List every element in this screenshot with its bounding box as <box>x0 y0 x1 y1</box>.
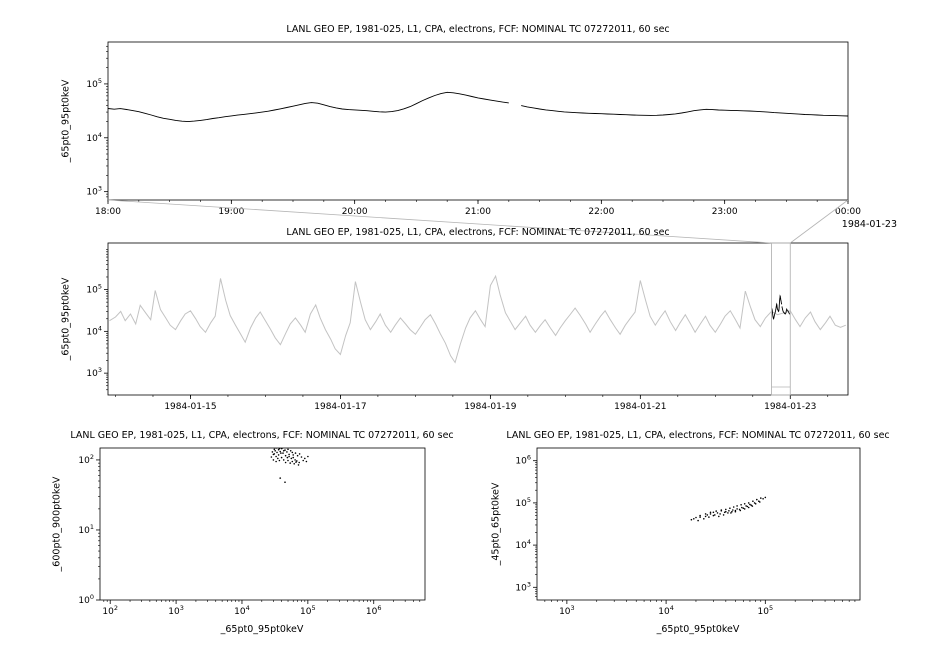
correlation-points-45-65 <box>690 496 767 522</box>
x-tick-label: 104 <box>234 604 250 617</box>
y-tick-label: 101 <box>78 523 94 536</box>
scatter-left-title: LANL GEO EP, 1981-025, L1, CPA, electron… <box>70 430 454 441</box>
selected-interval-series <box>771 294 791 320</box>
x-tick-label: 1984-01-17 <box>314 402 366 412</box>
timeseries-overview-title: LANL GEO EP, 1981-025, L1, CPA, electron… <box>286 227 670 238</box>
y-tick-label: 103 <box>86 366 102 379</box>
x-axis: 1984-01-15 1984-01-17 1984-01-19 1984-01-21… <box>115 395 829 412</box>
x-tick-label: 104 <box>658 604 674 617</box>
y-tick-label: 104 <box>86 324 102 337</box>
x-tick-label: 106 <box>366 604 382 617</box>
scatter-right-xlabel: _65pt0_95pt0keV <box>656 624 740 635</box>
y-tick-label: 100 <box>78 593 94 606</box>
scatter-600-900-vs-65-95-panel: 100 101 102 102 103 104 105 106 <box>78 447 426 617</box>
x-tick-label: 105 <box>300 604 316 617</box>
overview-flux <box>109 274 846 364</box>
x-tick-label: 23:00 <box>712 207 738 217</box>
x-tick-label: 21:00 <box>465 207 491 217</box>
x-tick-label: 20:00 <box>342 207 368 217</box>
connector-line-left <box>107 199 772 244</box>
timeseries-overview-plot-frame[interactable] <box>107 242 849 396</box>
y-axis: 100 101 102 <box>78 453 100 606</box>
timeseries-detail-panel: 103 104 105 18:00 19:00 20:00 21:00 22:00 23:00 0… <box>86 41 861 217</box>
correlation-points-600-900 <box>270 448 309 484</box>
y-tick-label: 105 <box>86 283 102 296</box>
x-tick-label: 1984-01-23 <box>764 402 816 412</box>
end-date-label: 1984-01-23 <box>841 219 897 230</box>
timeseries-overview-ylabel: _65pt0_95pt0keV <box>60 277 72 361</box>
x-tick-label: 105 <box>758 604 774 617</box>
scatter-45-65-vs-65-95-panel: 103 104 105 106 103 104 105 <box>515 447 861 617</box>
y-tick-label: 104 <box>515 538 531 551</box>
scatter-left-ylabel: _600pt0_900pt0keV <box>51 476 63 572</box>
overview-link <box>107 199 849 396</box>
electron-flux-65-95keV <box>108 91 848 123</box>
y-axis: 103 104 105 <box>86 45 108 198</box>
y-tick-label: 105 <box>515 496 531 509</box>
y-tick-label: 106 <box>515 454 531 467</box>
x-tick-label: 1984-01-21 <box>614 402 666 412</box>
scatter-600-900-vs-65-95-plot-frame[interactable] <box>99 447 426 601</box>
x-tick-label: 102 <box>102 604 118 617</box>
y-tick-label: 105 <box>86 77 102 90</box>
timeseries-detail-ylabel: _65pt0_95pt0keV <box>60 79 72 163</box>
x-tick-label: 00:00 <box>835 207 861 217</box>
y-tick-label: 102 <box>78 453 94 466</box>
x-tick-label: 22:00 <box>588 207 614 217</box>
scatter-right-ylabel: _45pt0_65pt0keV <box>490 482 502 566</box>
scatter-left-xlabel: _65pt0_95pt0keV <box>220 624 304 635</box>
x-axis: 102 103 104 105 106 <box>102 600 421 617</box>
x-axis: 103 104 105 <box>544 600 856 617</box>
connector-line-right <box>790 199 849 244</box>
scatter-45-65-vs-65-95-plot-frame[interactable] <box>536 447 861 601</box>
selection-box[interactable] <box>771 242 791 396</box>
y-axis: 103 104 105 106 <box>515 454 537 597</box>
x-tick-label: 1984-01-15 <box>164 402 216 412</box>
x-tick-label: 18:00 <box>95 207 121 217</box>
y-tick-label: 103 <box>515 580 531 593</box>
y-axis: 103 104 105 <box>86 249 108 391</box>
x-axis: 18:00 19:00 20:00 21:00 22:00 23:00 00:00 <box>95 200 861 217</box>
x-tick-label: 103 <box>559 604 575 617</box>
x-tick-label: 103 <box>168 604 184 617</box>
timeseries-detail-title: LANL GEO EP, 1981-025, L1, CPA, electron… <box>286 24 670 35</box>
x-tick-label: 19:00 <box>218 207 244 217</box>
scatter-right-title: LANL GEO EP, 1981-025, L1, CPA, electron… <box>506 430 890 441</box>
x-tick-label: 1984-01-19 <box>464 402 517 412</box>
y-tick-label: 104 <box>86 131 102 144</box>
timeseries-detail-plot-frame[interactable] <box>107 41 849 201</box>
y-tick-label: 103 <box>86 185 102 198</box>
